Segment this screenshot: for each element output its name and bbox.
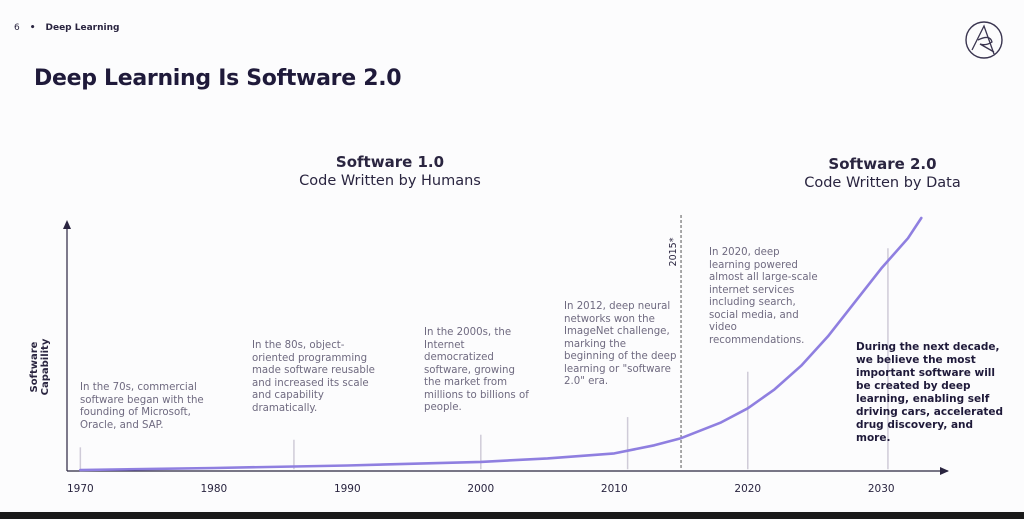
era-software-2: Software 2.0 Code Written by Data xyxy=(760,155,1005,191)
y-axis-arrow xyxy=(63,220,71,229)
capability-curve xyxy=(79,216,923,472)
breadcrumb-separator: • xyxy=(29,23,36,33)
breadcrumb: 6 • Deep Learning xyxy=(14,23,119,33)
era-software-1: Software 1.0 Code Written by Humans xyxy=(240,153,540,189)
bottom-band xyxy=(0,512,1024,519)
x-tick-label: 2010 xyxy=(601,483,628,495)
x-tick-label: 1980 xyxy=(200,483,227,495)
x-tick-label: 1990 xyxy=(334,483,361,495)
x-tick-label: 2020 xyxy=(734,483,761,495)
era-subtitle: Code Written by Data xyxy=(804,175,961,191)
era-title: Software 2.0 xyxy=(828,155,937,173)
x-tick-label: 2030 xyxy=(868,483,895,495)
annotation-next-decade: During the next decade, we believe the m… xyxy=(856,341,1004,444)
annotation-1970s: In the 70s, commercial software began wi… xyxy=(80,382,204,431)
annotation-2020: In 2020, deep learning powered almost al… xyxy=(709,247,818,346)
x-tick-label: 1970 xyxy=(67,483,94,495)
x-axis-arrow xyxy=(940,467,949,475)
era-subtitle: Code Written by Humans xyxy=(299,173,481,189)
annotation-2012: In 2012, deep neural networks won the Im… xyxy=(564,301,677,387)
annotation-1980s: In the 80s, object-oriented programming … xyxy=(252,340,375,414)
marker-2015-label: 2015* xyxy=(668,237,679,266)
x-tick-label: 2000 xyxy=(467,483,494,495)
page-number: 6 xyxy=(14,23,20,33)
ark-logo-icon xyxy=(965,21,1003,59)
era-title: Software 1.0 xyxy=(335,153,445,171)
page-title: Deep Learning Is Software 2.0 xyxy=(34,66,402,91)
annotation-2000s: In the 2000s, the Internet democratized … xyxy=(424,327,529,413)
section-label: Deep Learning xyxy=(45,23,120,33)
